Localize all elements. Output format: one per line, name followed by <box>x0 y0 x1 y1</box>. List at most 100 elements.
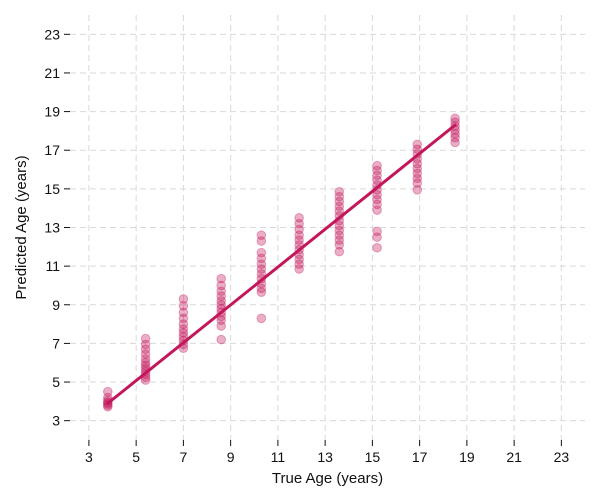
scatter-point <box>256 269 267 279</box>
scatter-point <box>216 334 226 345</box>
scatter-point <box>372 165 382 176</box>
scatter-point <box>372 242 382 253</box>
scatter-point <box>412 163 423 174</box>
scatter-point <box>140 333 151 344</box>
scatter-point <box>372 175 382 185</box>
scatter-point <box>256 230 267 241</box>
scatter-point <box>294 224 304 235</box>
y-tick-label-7: 7 <box>52 335 60 351</box>
scatter-point <box>334 235 345 245</box>
scatter-point <box>140 349 151 359</box>
x-tick-label-5: 5 <box>132 449 140 465</box>
scatter-point <box>216 286 226 297</box>
scatter-point <box>256 253 267 264</box>
scatter-point <box>334 220 345 231</box>
scatter-point <box>450 137 460 148</box>
scatter-point <box>294 254 304 265</box>
scatter-point <box>294 259 304 270</box>
scatter-point <box>216 296 226 306</box>
scatter-point <box>412 158 423 169</box>
scatter-point <box>334 201 345 212</box>
scatter-point <box>178 300 189 311</box>
scatter-point <box>294 235 304 245</box>
trend-line-layer <box>106 123 457 405</box>
y-tick-label-3: 3 <box>52 413 60 429</box>
scatter-point <box>412 139 423 150</box>
scatter-point <box>216 291 226 301</box>
scatter-point <box>140 357 151 368</box>
x-tick-label-21: 21 <box>506 449 522 465</box>
scatter-point <box>372 232 382 242</box>
scatter-point <box>140 375 151 385</box>
x-tick-label-23: 23 <box>554 449 570 465</box>
x-tick-label-9: 9 <box>227 449 235 465</box>
x-tick-label-15: 15 <box>365 449 381 465</box>
scatter-point <box>256 287 267 298</box>
scatter-point <box>372 205 382 215</box>
scatter-point <box>140 344 151 355</box>
scatter-point <box>334 240 345 250</box>
x-tick-label-19: 19 <box>459 449 475 465</box>
x-tick-label-7: 7 <box>179 449 187 465</box>
axis-layer: 3 5 7 9 11 13 15 17 19 21 23 3 5 7 9 11 13 15 17 19 21 23 <box>44 26 569 465</box>
scatter-point <box>256 259 267 270</box>
scatter-point <box>178 327 189 338</box>
y-tick-label-21: 21 <box>44 65 60 81</box>
y-tick-label-9: 9 <box>52 297 60 313</box>
scatter-point <box>256 313 267 324</box>
scatter-point <box>216 299 226 310</box>
scatter-point <box>178 324 189 334</box>
scatter-point <box>412 178 423 188</box>
y-axis-label: Predicted Age (years) <box>13 155 30 299</box>
y-tick-label-19: 19 <box>44 104 60 120</box>
scatter-point <box>334 191 345 202</box>
y-tick-label-17: 17 <box>44 142 60 158</box>
scatter-point <box>334 186 345 197</box>
y-tick-label-23: 23 <box>44 26 60 42</box>
scatter-point <box>256 247 267 258</box>
scatter-point <box>450 132 460 143</box>
y-tick-label-5: 5 <box>52 374 60 390</box>
scatter-point <box>372 226 382 237</box>
scatter-point <box>450 129 460 139</box>
scatter-point <box>372 189 382 200</box>
y-tick-label-13: 13 <box>44 220 60 236</box>
scatter-point <box>216 315 226 326</box>
y-tick-label-11: 11 <box>45 258 60 274</box>
scatter-point <box>256 264 267 274</box>
scatter-point <box>294 213 304 223</box>
scatter-point <box>412 168 423 179</box>
scatter-point <box>216 273 226 284</box>
scatter-point <box>334 225 345 236</box>
scatter-point <box>256 283 267 294</box>
scatter-point <box>372 160 382 171</box>
scatter-point <box>294 218 304 229</box>
scatter-point <box>140 360 151 371</box>
scatter-point <box>178 313 189 324</box>
x-axis-label: True Age (years) <box>272 470 383 487</box>
fit-line <box>106 123 457 405</box>
y-tick-label-15: 15 <box>44 181 60 197</box>
scatter-point <box>372 194 382 205</box>
scatter-point <box>412 185 423 195</box>
scatter-point <box>334 206 345 216</box>
x-tick-label-17: 17 <box>412 449 428 465</box>
scatter-point <box>334 196 345 207</box>
scatter-point <box>372 199 382 210</box>
scatter-point <box>102 386 113 397</box>
scatter-point <box>294 230 304 241</box>
scatter-point <box>372 170 382 181</box>
scatter-point <box>412 173 423 184</box>
scatter-point <box>450 113 460 124</box>
x-tick-label-13: 13 <box>317 449 333 465</box>
x-tick-label-11: 11 <box>271 449 286 465</box>
scatter-point <box>178 307 189 318</box>
scatter-point <box>140 339 151 350</box>
scatter-point <box>294 264 304 274</box>
scatter-point <box>178 294 189 304</box>
scatter-point <box>140 354 151 364</box>
scatter-point <box>216 280 226 291</box>
x-tick-label-3: 3 <box>85 449 93 465</box>
scatter-point <box>216 321 226 331</box>
